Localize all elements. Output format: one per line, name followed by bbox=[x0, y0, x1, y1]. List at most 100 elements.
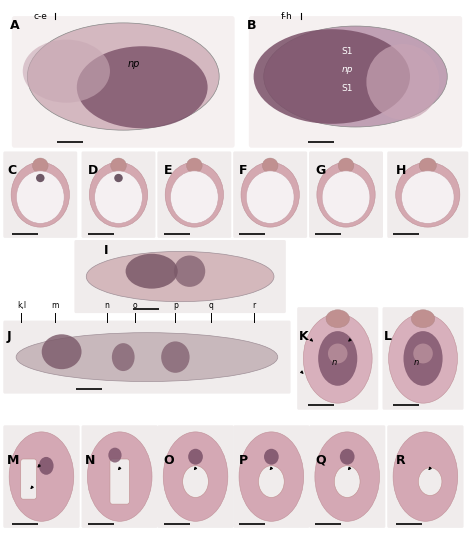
Ellipse shape bbox=[303, 314, 372, 403]
FancyBboxPatch shape bbox=[233, 151, 307, 238]
Ellipse shape bbox=[254, 29, 410, 124]
FancyBboxPatch shape bbox=[3, 151, 77, 238]
Text: r: r bbox=[252, 301, 255, 310]
Ellipse shape bbox=[42, 334, 82, 369]
Ellipse shape bbox=[411, 310, 435, 328]
FancyBboxPatch shape bbox=[3, 321, 291, 394]
Ellipse shape bbox=[188, 449, 203, 465]
FancyBboxPatch shape bbox=[383, 307, 464, 410]
Text: M: M bbox=[7, 454, 19, 467]
Text: C: C bbox=[7, 164, 16, 177]
Ellipse shape bbox=[161, 342, 190, 373]
Ellipse shape bbox=[419, 158, 437, 173]
Text: L: L bbox=[384, 330, 392, 343]
Ellipse shape bbox=[246, 171, 294, 223]
FancyBboxPatch shape bbox=[309, 151, 383, 238]
Ellipse shape bbox=[322, 171, 370, 223]
Ellipse shape bbox=[89, 162, 148, 227]
FancyBboxPatch shape bbox=[387, 425, 464, 528]
Text: H: H bbox=[396, 164, 406, 177]
Ellipse shape bbox=[401, 171, 454, 223]
Text: n: n bbox=[104, 301, 109, 310]
Ellipse shape bbox=[77, 46, 208, 128]
FancyBboxPatch shape bbox=[3, 425, 80, 528]
Text: A: A bbox=[9, 19, 19, 32]
Text: I: I bbox=[104, 244, 109, 257]
Text: q: q bbox=[209, 301, 213, 310]
Ellipse shape bbox=[264, 449, 279, 465]
Text: n: n bbox=[331, 358, 337, 367]
Ellipse shape bbox=[11, 162, 69, 227]
Text: p: p bbox=[173, 301, 178, 310]
Ellipse shape bbox=[318, 331, 357, 386]
Text: S1: S1 bbox=[341, 84, 353, 93]
FancyBboxPatch shape bbox=[82, 151, 155, 238]
Ellipse shape bbox=[174, 256, 205, 287]
Text: c-e: c-e bbox=[33, 12, 47, 21]
Ellipse shape bbox=[315, 432, 380, 521]
FancyBboxPatch shape bbox=[309, 425, 385, 528]
Ellipse shape bbox=[114, 174, 123, 182]
Ellipse shape bbox=[86, 251, 274, 302]
Ellipse shape bbox=[165, 162, 223, 227]
Ellipse shape bbox=[112, 343, 135, 371]
Text: n: n bbox=[413, 358, 419, 367]
Ellipse shape bbox=[163, 432, 228, 521]
Ellipse shape bbox=[366, 44, 439, 120]
Text: np: np bbox=[128, 60, 140, 69]
FancyBboxPatch shape bbox=[157, 425, 234, 528]
Ellipse shape bbox=[182, 466, 209, 497]
FancyBboxPatch shape bbox=[21, 459, 36, 499]
Ellipse shape bbox=[9, 432, 74, 521]
Text: N: N bbox=[85, 454, 96, 467]
Ellipse shape bbox=[16, 332, 278, 381]
Ellipse shape bbox=[326, 310, 349, 328]
Ellipse shape bbox=[17, 171, 64, 223]
FancyBboxPatch shape bbox=[157, 151, 231, 238]
Text: k,l: k,l bbox=[17, 301, 26, 310]
FancyBboxPatch shape bbox=[249, 16, 462, 148]
Ellipse shape bbox=[109, 448, 121, 462]
FancyBboxPatch shape bbox=[12, 16, 235, 148]
Text: o: o bbox=[133, 301, 137, 310]
Text: S1: S1 bbox=[341, 47, 353, 55]
Ellipse shape bbox=[87, 432, 152, 521]
FancyBboxPatch shape bbox=[82, 425, 158, 528]
Text: B: B bbox=[246, 19, 256, 32]
Text: K: K bbox=[299, 330, 308, 343]
Ellipse shape bbox=[171, 171, 218, 223]
Text: m: m bbox=[51, 301, 58, 310]
Ellipse shape bbox=[389, 314, 457, 403]
Ellipse shape bbox=[27, 23, 219, 130]
Text: R: R bbox=[396, 454, 405, 467]
Text: np: np bbox=[341, 66, 353, 74]
Ellipse shape bbox=[338, 158, 354, 173]
Text: F: F bbox=[239, 164, 248, 177]
Text: Q: Q bbox=[315, 454, 326, 467]
Text: P: P bbox=[239, 454, 248, 467]
Ellipse shape bbox=[393, 432, 458, 521]
Text: G: G bbox=[315, 164, 326, 177]
Ellipse shape bbox=[32, 158, 48, 173]
Ellipse shape bbox=[396, 162, 460, 227]
Ellipse shape bbox=[36, 174, 45, 182]
Ellipse shape bbox=[317, 162, 375, 227]
Text: J: J bbox=[7, 330, 12, 343]
Ellipse shape bbox=[413, 344, 433, 364]
Ellipse shape bbox=[110, 158, 126, 173]
Text: E: E bbox=[164, 164, 172, 177]
Ellipse shape bbox=[239, 432, 304, 521]
FancyBboxPatch shape bbox=[297, 307, 378, 410]
FancyBboxPatch shape bbox=[233, 425, 310, 528]
Ellipse shape bbox=[419, 468, 442, 496]
Text: O: O bbox=[164, 454, 174, 467]
Ellipse shape bbox=[23, 40, 110, 103]
Ellipse shape bbox=[258, 466, 284, 497]
Text: D: D bbox=[88, 164, 98, 177]
Ellipse shape bbox=[262, 158, 278, 173]
FancyBboxPatch shape bbox=[110, 459, 129, 504]
Ellipse shape bbox=[186, 158, 202, 173]
Ellipse shape bbox=[39, 457, 54, 475]
Ellipse shape bbox=[264, 26, 447, 127]
FancyBboxPatch shape bbox=[387, 151, 468, 238]
